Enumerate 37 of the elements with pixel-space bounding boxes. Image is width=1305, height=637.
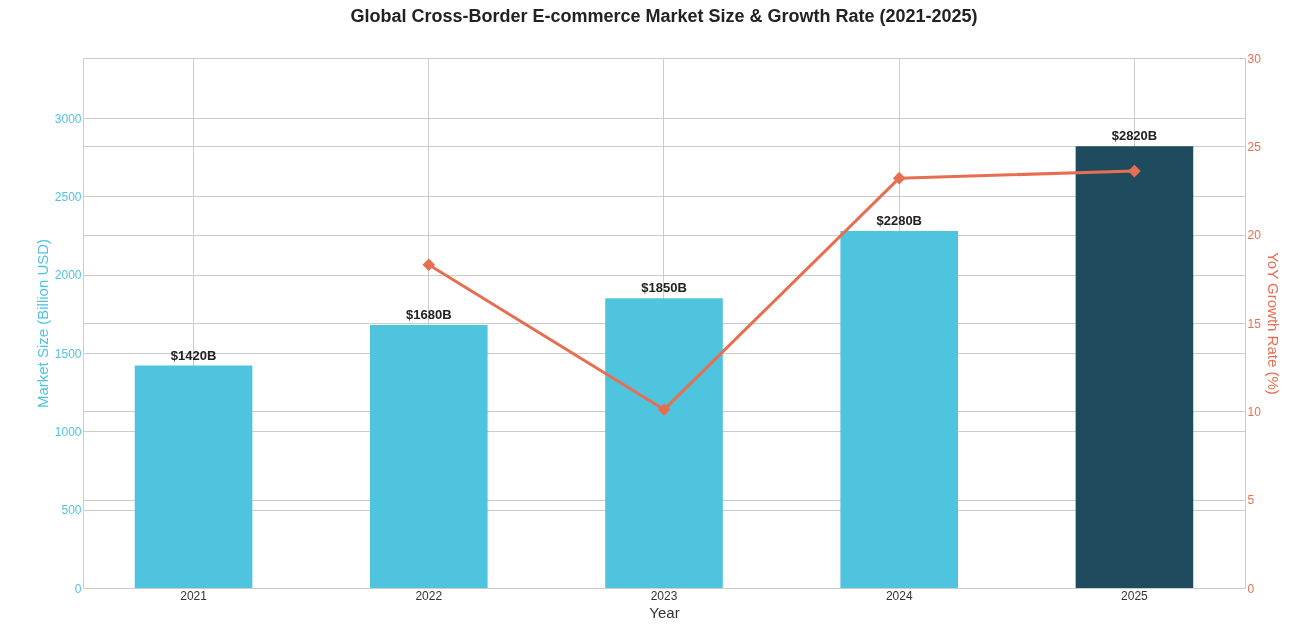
y-tick-label: 500	[61, 503, 82, 518]
point	[1128, 164, 1141, 178]
x-tick-label: 2022	[415, 588, 443, 603]
data-label: $2280B	[876, 212, 922, 228]
y-tick-label: 3000	[54, 111, 82, 126]
point	[422, 258, 436, 272]
y2-tick-label: 10	[1247, 404, 1262, 419]
x-axis-title: Year	[649, 603, 680, 621]
x-tick-label: 2024	[885, 588, 913, 603]
y-tick-label: 2000	[54, 268, 82, 283]
bar	[840, 230, 959, 588]
y2-axis-title: YoY Growth Rate (%)	[1264, 252, 1282, 395]
y2-tick-label: 30	[1247, 51, 1262, 66]
bar	[134, 365, 253, 588]
y-axis-title: Market Size (Billion USD)	[33, 238, 51, 409]
y-tick-label: 2500	[54, 189, 82, 204]
chart-title: Global Cross-Border E-commerce Market Size & Growth Rate (2021-2025)	[350, 6, 978, 26]
y-tick-label: 1500	[54, 346, 82, 361]
x-tick-label: 2023	[650, 588, 678, 603]
y-tick-label: 1000	[54, 424, 82, 439]
bar	[369, 324, 488, 588]
x-tick-label: 2025	[1121, 588, 1149, 603]
data-label: $1850B	[641, 280, 687, 296]
bar	[605, 298, 723, 588]
data-label: $1680B	[406, 306, 452, 322]
y2-tick-label: 25	[1247, 139, 1262, 154]
y2-tick-label: 15	[1247, 316, 1262, 331]
y-tick-label: 0	[74, 581, 82, 596]
data-label: $1420B	[170, 347, 217, 363]
y2-tick-label: 20	[1247, 228, 1262, 243]
point	[657, 403, 671, 416]
y2-tick-label: 0	[1247, 581, 1255, 596]
x-tick-label: 2021	[180, 588, 208, 603]
bar	[1075, 146, 1194, 588]
y2-tick-label: 5	[1247, 493, 1255, 508]
point	[892, 171, 906, 185]
data-label: $2820B	[1111, 128, 1158, 144]
